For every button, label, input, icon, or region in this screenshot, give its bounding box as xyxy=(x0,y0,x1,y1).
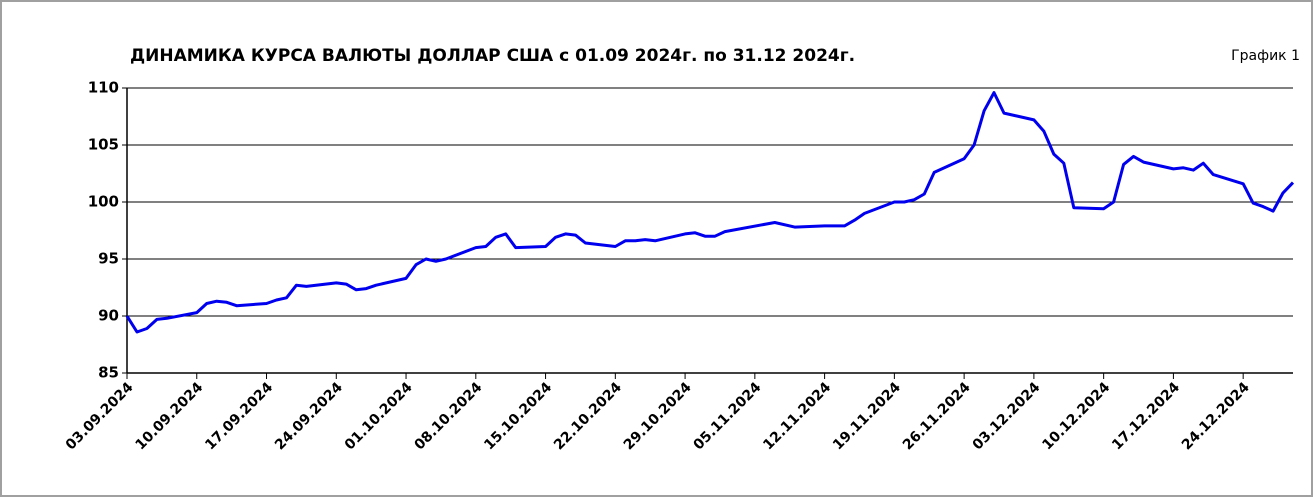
y-tick-label: 100 xyxy=(88,193,119,211)
y-tick-label: 110 xyxy=(88,79,119,97)
y-tick-label: 85 xyxy=(98,364,119,382)
data-line xyxy=(125,91,1295,334)
annotation: График 1 xyxy=(1231,48,1300,64)
y-tick-label: 95 xyxy=(98,250,119,268)
y-tick-label: 105 xyxy=(88,136,119,154)
y-tick-label: 90 xyxy=(98,307,119,325)
chart-title: ДИНАМИКА КУРСА ВАЛЮТЫ ДОЛЛАР США с 01.09… xyxy=(130,46,855,66)
